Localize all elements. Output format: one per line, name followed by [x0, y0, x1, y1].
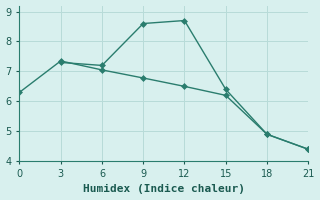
X-axis label: Humidex (Indice chaleur): Humidex (Indice chaleur) [83, 184, 245, 194]
